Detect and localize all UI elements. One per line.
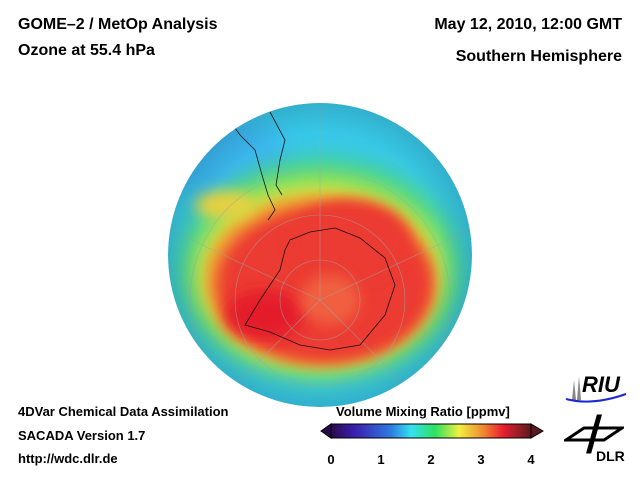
riu-logo: RIU: [562, 372, 632, 404]
colorbar-tick: 0: [327, 452, 335, 467]
datetime-label: May 12, 2010, 12:00 GMT: [434, 16, 622, 33]
colorbar-title: Volume Mixing Ratio [ppmv]: [336, 404, 510, 419]
colorbar: [320, 423, 544, 439]
region-label: Southern Hemisphere: [455, 48, 622, 65]
colorbar-min-arrow: [320, 423, 332, 439]
colorbar-tick: 3: [477, 452, 485, 467]
colorbar-max-arrow: [530, 423, 544, 439]
footer-line-1: 4DVar Chemical Data Assimilation: [18, 404, 229, 419]
product-subtitle: Ozone at 55.4 hPa: [18, 42, 155, 59]
dlr-logo: DLR: [564, 414, 634, 466]
footer-line-2: SACADA Version 1.7: [18, 428, 146, 443]
colorbar-tick: 1: [377, 452, 385, 467]
footer-url[interactable]: http://wdc.dlr.de: [18, 451, 118, 466]
colorbar-tick: 4: [527, 452, 535, 467]
product-title: GOME–2 / MetOp Analysis: [18, 16, 218, 33]
colorbar-tick: 2: [427, 452, 435, 467]
